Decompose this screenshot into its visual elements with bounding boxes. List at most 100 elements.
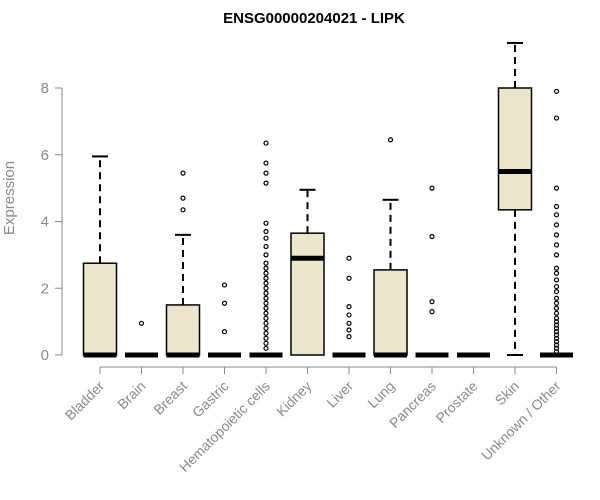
y-tick-label: 4 xyxy=(41,214,49,231)
outlier-point xyxy=(553,325,560,331)
outlier-point xyxy=(553,115,560,121)
outlier-point xyxy=(346,255,352,261)
outlier-point xyxy=(263,235,269,241)
outlier-point xyxy=(263,325,269,331)
outlier-point xyxy=(346,334,352,340)
outlier-point xyxy=(263,170,269,176)
outlier-point xyxy=(553,252,560,258)
outlier-point xyxy=(553,242,560,248)
outlier-point xyxy=(263,140,269,146)
outlier-point xyxy=(263,228,269,235)
outlier-point xyxy=(429,309,435,315)
boxes-group xyxy=(82,41,573,358)
outlier-point xyxy=(263,290,269,296)
outlier-point xyxy=(263,315,269,321)
box-lung xyxy=(373,137,408,358)
outlier-point xyxy=(553,212,560,218)
outlier-point xyxy=(263,275,269,281)
x-tick-label: Lung xyxy=(364,378,397,411)
outlier-point xyxy=(553,310,560,316)
x-tick-label: Prostate xyxy=(432,378,480,426)
outlier-point xyxy=(263,345,269,351)
outlier-point xyxy=(553,265,560,271)
x-tick-label: Liver xyxy=(323,378,356,411)
y-axis: 0 2 4 6 8 xyxy=(41,80,63,364)
outlier-point xyxy=(553,283,560,290)
outlier-point xyxy=(553,288,560,295)
box-kidney xyxy=(290,188,325,356)
outlier-point xyxy=(553,339,560,345)
x-tick-label: Brain xyxy=(114,378,148,412)
box-skin xyxy=(497,41,533,356)
outlier-point xyxy=(553,335,560,341)
box-unknown-other xyxy=(540,88,573,358)
outlier-point xyxy=(180,207,186,213)
outlier-point xyxy=(553,315,560,321)
outlier-point xyxy=(180,195,186,201)
x-tick-label: Bladder xyxy=(62,378,108,424)
box-body xyxy=(497,87,533,211)
box-body xyxy=(290,232,325,356)
outlier-point xyxy=(263,265,269,271)
outlier-point xyxy=(180,170,186,176)
box-gastric xyxy=(208,282,241,358)
outlier-point xyxy=(263,330,269,336)
outlier-point xyxy=(429,185,435,191)
outlier-point xyxy=(263,305,269,311)
outlier-point xyxy=(221,282,228,288)
outlier-point xyxy=(263,180,269,186)
outlier-point xyxy=(553,203,560,210)
x-tick-label: Skin xyxy=(492,378,523,409)
outlier-point xyxy=(263,280,269,286)
outlier-point xyxy=(553,319,560,325)
outlier-point xyxy=(263,285,269,291)
outlier-point xyxy=(263,295,269,301)
outlier-point xyxy=(221,329,228,335)
box-brain xyxy=(125,320,158,358)
box-body xyxy=(165,304,201,356)
outlier-point xyxy=(553,349,560,355)
outlier-point xyxy=(553,322,560,328)
box-pancreas xyxy=(415,185,449,358)
outlier-point xyxy=(346,304,352,310)
box-body xyxy=(82,262,118,356)
outlier-point xyxy=(263,320,269,326)
outlier-point xyxy=(221,300,228,306)
outlier-point xyxy=(553,295,560,301)
outlier-point xyxy=(346,320,352,326)
outlier-point xyxy=(553,222,560,228)
outlier-point xyxy=(553,332,560,338)
outlier-point xyxy=(263,220,269,226)
outlier-point xyxy=(263,243,269,250)
outlier-point xyxy=(346,275,352,281)
outlier-point xyxy=(553,345,560,351)
outlier-point xyxy=(387,137,394,143)
x-tick-label: Unknown / Other xyxy=(478,378,564,464)
outlier-point xyxy=(263,300,269,306)
y-tick-label: 6 xyxy=(41,147,49,164)
outlier-point xyxy=(346,327,352,333)
outlier-point xyxy=(263,260,269,266)
box-liver xyxy=(332,255,366,358)
box-body xyxy=(373,269,408,356)
y-tick-label: 0 xyxy=(41,347,49,364)
outlier-point xyxy=(553,270,560,276)
outlier-point xyxy=(553,88,560,94)
box-hematopoietic-cells xyxy=(249,140,283,358)
outlier-point xyxy=(263,270,269,276)
outlier-point xyxy=(263,160,269,166)
box-breast xyxy=(165,170,201,358)
outlier-point xyxy=(553,329,560,335)
box-bladder xyxy=(82,155,118,358)
chart-title: ENSG00000204021 - LIPK xyxy=(223,10,405,27)
outlier-point xyxy=(553,277,560,283)
y-axis-label: Expression xyxy=(1,161,18,235)
outlier-point xyxy=(263,340,269,346)
outlier-point xyxy=(553,305,560,311)
x-tick-label: Kidney xyxy=(273,378,315,420)
outlier-point xyxy=(429,233,435,240)
outlier-point xyxy=(263,252,269,258)
outlier-point xyxy=(553,342,560,348)
y-tick-label: 8 xyxy=(41,80,49,97)
